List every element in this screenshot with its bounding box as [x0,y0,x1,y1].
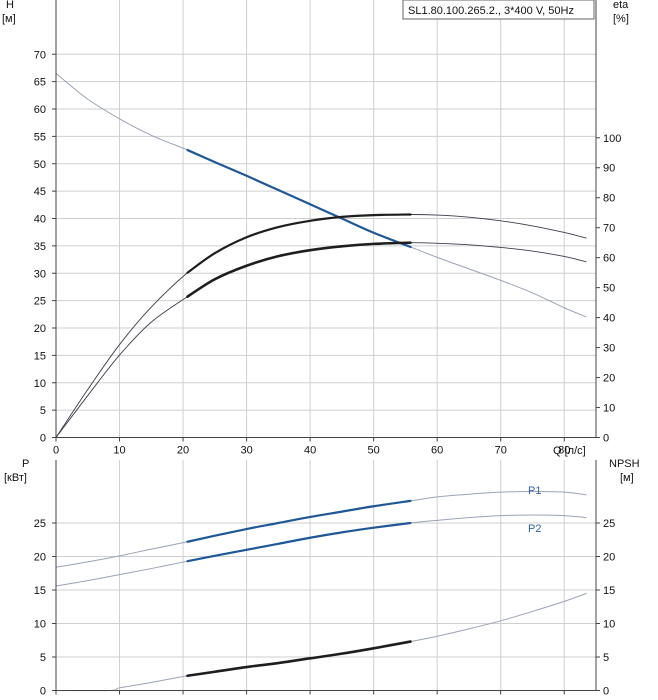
power-panel-left-tick-label: 10 [34,619,46,631]
npsh-axis-title: NPSH [м] [609,458,640,484]
head-panel-right-tick-label: 10 [603,403,615,415]
head-panel-curve-eta2-operating-range [186,241,412,298]
head-panel-x-tick-label: 40 [304,445,316,457]
head-panel-left-tick-label: 50 [34,159,46,171]
head-panel-left-tick-label: 5 [40,405,46,417]
head-panel-right-tick-label: 0 [603,433,609,445]
head-panel-right-tick-label: 70 [603,223,615,235]
head-panel-left-tick-label: 60 [34,104,46,116]
head-panel-left-tick-label: 10 [34,378,46,390]
head-panel-x-tick-label: 10 [113,445,125,457]
head-panel-right-tick-label: 60 [603,253,615,265]
eta-axis-label: eta [613,0,629,11]
head-panel-right-tick-label: 30 [603,343,615,355]
chart-title: SL1.80.100.265.2., 3*400 V, 50Hz [408,5,574,17]
power-panel-curve-p1-operating-range [186,499,412,543]
legend-p1: P1 [528,485,541,497]
head-panel-x-tick-label: 20 [177,445,189,457]
head-panel-x-tick-label: 80 [558,445,570,457]
power-panel-left-tick-label: 0 [40,686,46,698]
head-panel-curves [55,73,587,438]
head-axis-label: H [6,0,14,11]
power-axis-unit: [кВт] [4,472,27,484]
power-panel-curve-p2-operating-range [186,521,412,563]
title-box: SL1.80.100.265.2., 3*400 V, 50Hz [402,0,595,20]
power-panel-right-tick-label: 25 [603,518,615,530]
npsh-axis-unit: [м] [620,472,634,484]
head-panel-curve-eta2-full [55,242,587,438]
power-panel-left-tick-label: 20 [34,552,46,564]
head-panel-right-tick-label: 50 [603,283,615,295]
head-panel-x-tick-label: 30 [240,445,252,457]
head-panel-left-tick-label: 70 [34,49,46,61]
title-box-frame [402,0,595,20]
power-panel-right-tick-label: 20 [603,552,615,564]
power-axis-label: P [22,458,29,470]
power-panel-left-tick-label: 15 [34,585,46,597]
head-panel-left-tick-label: 15 [34,350,46,362]
head-panel-right-tick-label: 90 [603,163,615,175]
head-axis-unit: [м] [2,13,16,25]
power-panel-curve-p2-full [55,514,587,587]
npsh-axis-label: NPSH [609,458,640,470]
head-panel-left-tick-label: 55 [34,131,46,143]
power-panel: 0 5 10 15 20 25 0 5 10 15 20 25 P [кВт] NPSH [м] P1… [4,458,640,698]
power-panel-curve-p1-full [55,491,587,568]
power-panel-curve-npsh-full [55,592,587,692]
head-panel-left-tick-label: 0 [40,433,46,445]
head-panel-left-tick-label: 25 [34,296,46,308]
head-panel-right-tick-label: 100 [603,133,621,145]
head-panel-grid [56,0,596,438]
head-panel-left-tick-label: 65 [34,77,46,89]
head-panel-left-tick-label: 20 [34,323,46,335]
eta-axis-title: eta [%] [613,0,629,25]
power-panel-right-tick-label: 5 [603,652,609,664]
eta-axis-unit: [%] [613,13,629,25]
power-panel-right-tick-label: 15 [603,585,615,597]
power-panel-curves [55,491,587,692]
power-panel-grid [56,460,596,691]
legend-p2: P2 [528,523,541,535]
head-panel-x-tick-label: 60 [431,445,443,457]
head-panel-axes: 0 5 10 15 20 25 30 35 40 45 50 55 60 65 70 0 10 20 30 40 50 6… [34,0,621,457]
power-panel-curve-npsh-operating-range [186,640,412,678]
head-panel-left-tick-label: 35 [34,241,46,253]
head-panel-curve-eta-operating-range [186,213,412,274]
power-axis-title: P [кВт] [4,458,29,484]
power-panel-right-tick-label: 0 [603,686,609,698]
power-panel-axes: 0 5 10 15 20 25 0 5 10 15 20 25 [34,460,615,698]
power-panel-left-tick-label: 5 [40,652,46,664]
head-panel-right-tick-label: 80 [603,193,615,205]
head-panel-left-tick-label: 45 [34,186,46,198]
head-panel-right-tick-label: 20 [603,373,615,385]
flow-axis-label: Q [л/с] [553,445,586,457]
head-panel: 0 5 10 15 20 25 30 35 40 45 50 55 60 65 70 0 10 20 30 40 50 6… [2,0,629,457]
head-panel-left-tick-label: 40 [34,214,46,226]
head-panel-right-tick-label: 40 [603,313,615,325]
head-axis-title: H [м] [2,0,16,25]
head-panel-curve-h-operating-range [186,148,412,249]
head-panel-curve-h-full [55,73,587,318]
power-panel-left-tick-label: 25 [34,518,46,530]
power-panel-right-tick-label: 10 [603,619,615,631]
head-panel-left-tick-label: 30 [34,268,46,280]
head-panel-x-tick-label: 70 [495,445,507,457]
head-panel-x-tick-label: 50 [368,445,380,457]
head-panel-x-tick-label: 0 [53,445,59,457]
